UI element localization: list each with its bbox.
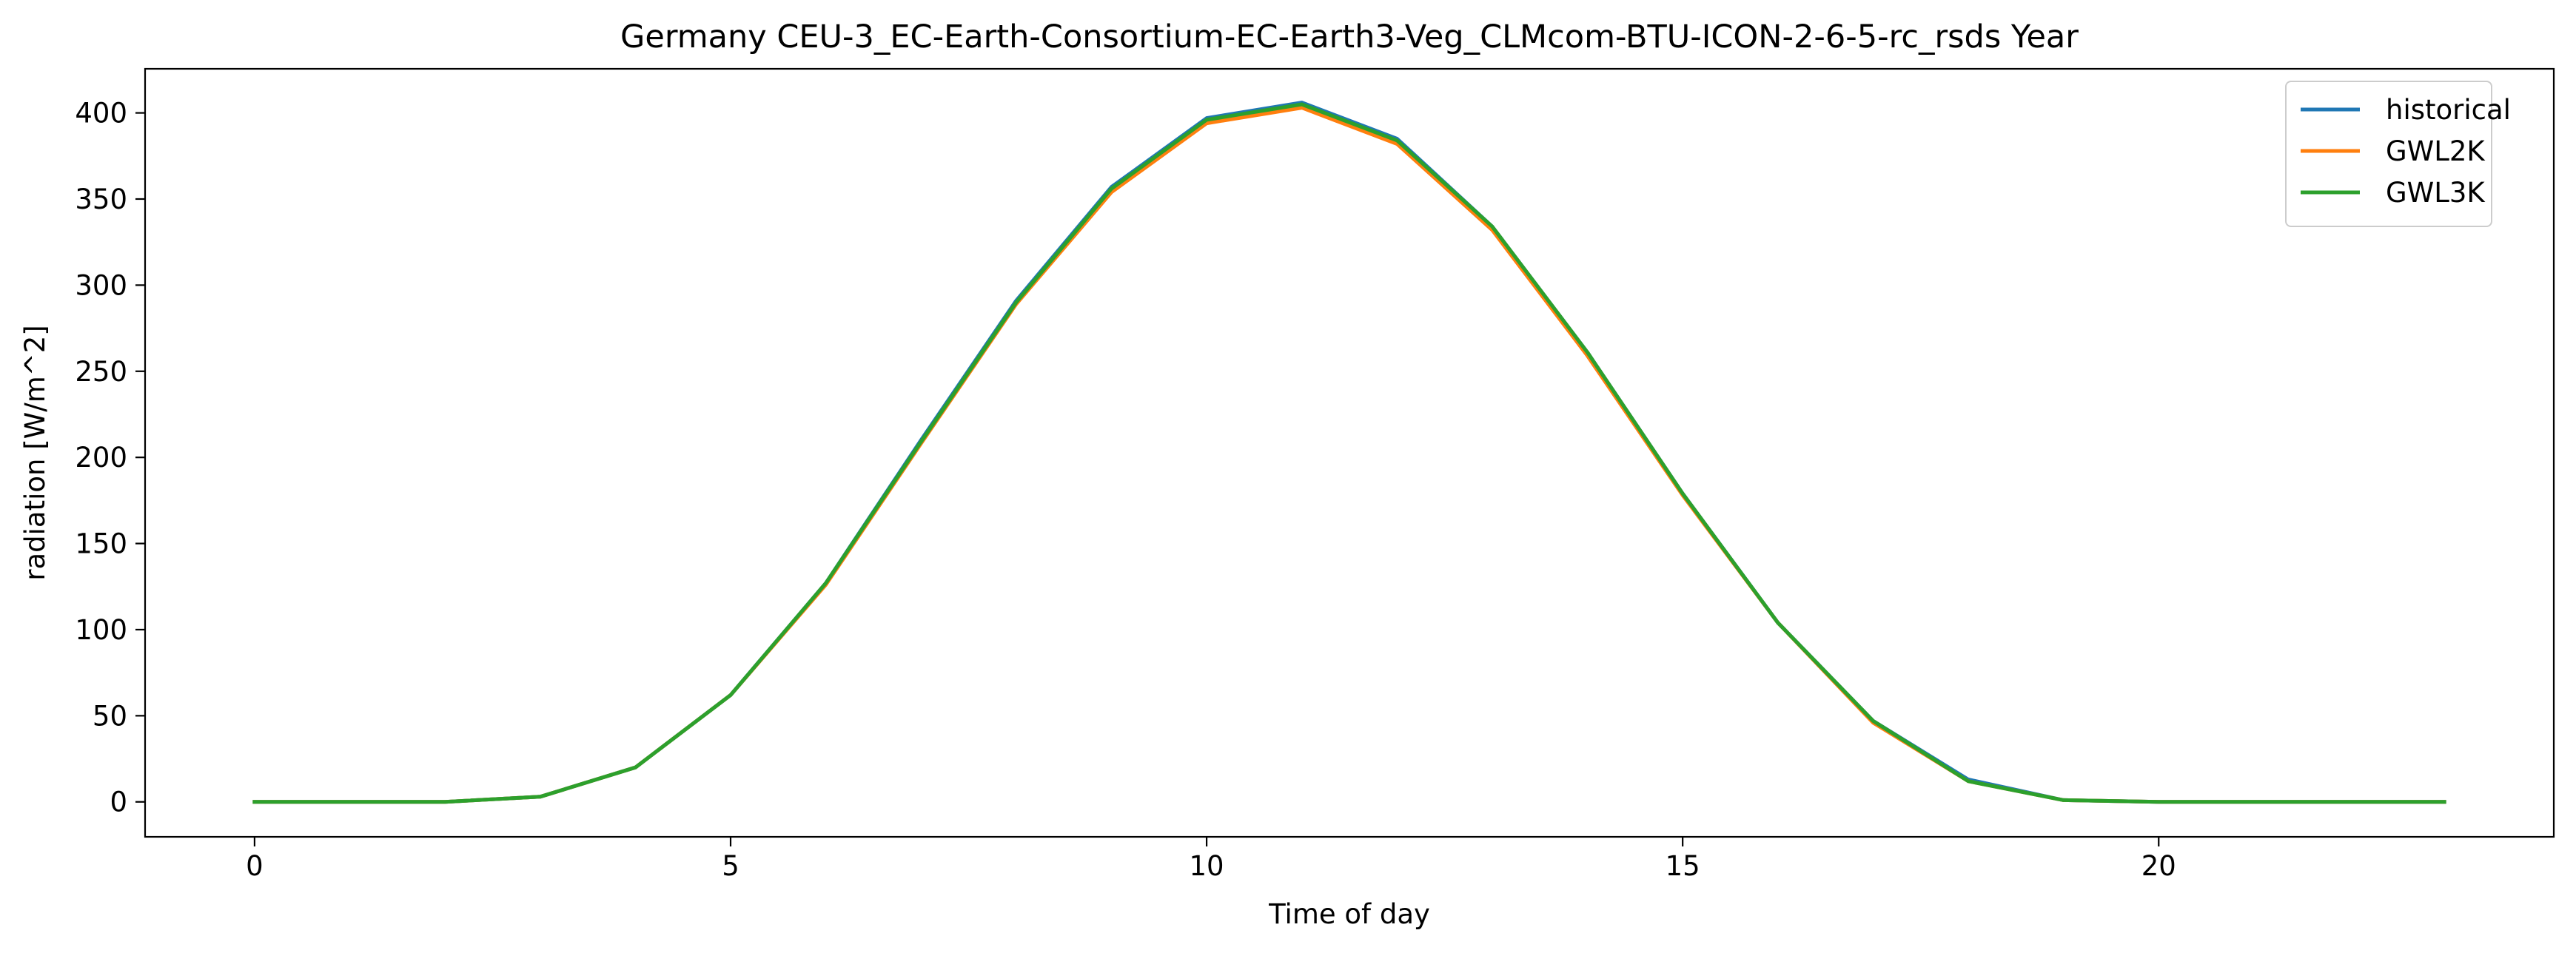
y-tick-label: 250 — [75, 356, 127, 388]
y-tick-label: 400 — [75, 98, 127, 129]
y-tick-label: 50 — [93, 700, 127, 732]
y-tick-label: 300 — [75, 269, 127, 301]
series-line-0-historical — [252, 101, 2446, 804]
y-axis: 0 50 100 150 200 250 300 350 400 — [75, 98, 145, 818]
y-tick-label: 100 — [75, 614, 127, 646]
x-tick-label: 15 — [1666, 850, 1700, 882]
legend-label-gwl3k: GWL3K — [2386, 177, 2486, 209]
x-axis-label: Time of day — [1268, 898, 1430, 930]
y-tick-label: 350 — [75, 183, 127, 215]
chart-title: Germany CEU-3_EC-Earth-Consortium-EC-Ear… — [620, 18, 2079, 55]
plot-area — [252, 101, 2446, 804]
y-tick-label: 200 — [75, 442, 127, 474]
x-tick-label: 20 — [2141, 850, 2176, 882]
legend: historical GWL2K GWL3K — [2285, 81, 2511, 227]
legend-label-gwl2k: GWL2K — [2386, 135, 2486, 167]
y-tick-label: 150 — [75, 528, 127, 560]
axes-frame — [144, 67, 2555, 838]
series-line-2-gwl3k — [252, 102, 2446, 804]
y-axis-label: radiation [W/m^2] — [19, 325, 51, 580]
series-line-1-gwl2k — [252, 106, 2446, 804]
x-tick-label: 0 — [246, 850, 264, 882]
x-tick-label: 10 — [1190, 850, 1224, 882]
legend-box — [2285, 81, 2492, 227]
y-tick-label: 0 — [110, 787, 127, 818]
legend-label-historical: historical — [2386, 94, 2511, 126]
x-tick-label: 5 — [722, 850, 739, 882]
x-axis: 0 5 10 15 20 — [246, 837, 2176, 882]
